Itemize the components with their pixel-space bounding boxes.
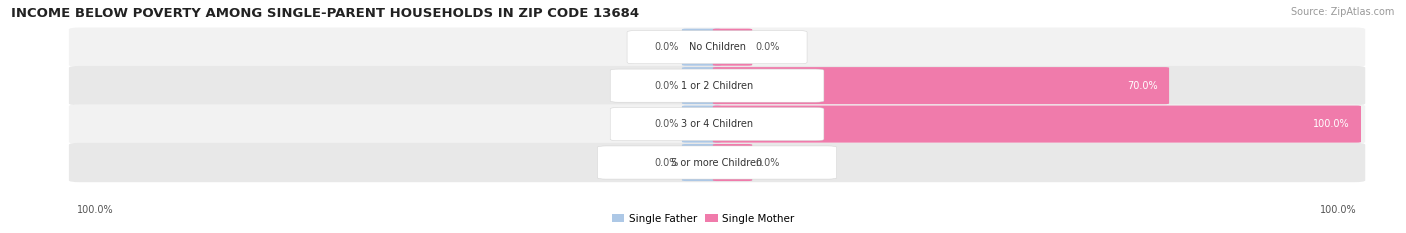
Text: 0.0%: 0.0% [655, 42, 679, 52]
Text: 100.0%: 100.0% [1313, 119, 1350, 129]
Text: 0.0%: 0.0% [655, 119, 679, 129]
Text: INCOME BELOW POVERTY AMONG SINGLE-PARENT HOUSEHOLDS IN ZIP CODE 13684: INCOME BELOW POVERTY AMONG SINGLE-PARENT… [11, 7, 640, 20]
Text: 0.0%: 0.0% [655, 158, 679, 168]
Text: 0.0%: 0.0% [655, 81, 679, 91]
Text: 100.0%: 100.0% [77, 205, 114, 215]
Text: 70.0%: 70.0% [1128, 81, 1159, 91]
Text: No Children: No Children [689, 42, 745, 52]
Text: 0.0%: 0.0% [755, 158, 779, 168]
Text: 1 or 2 Children: 1 or 2 Children [681, 81, 754, 91]
Text: 100.0%: 100.0% [1320, 205, 1357, 215]
Text: Source: ZipAtlas.com: Source: ZipAtlas.com [1291, 7, 1395, 17]
Text: 3 or 4 Children: 3 or 4 Children [681, 119, 754, 129]
Text: 0.0%: 0.0% [755, 42, 779, 52]
Legend: Single Father, Single Mother: Single Father, Single Mother [607, 209, 799, 228]
Text: 5 or more Children: 5 or more Children [672, 158, 762, 168]
